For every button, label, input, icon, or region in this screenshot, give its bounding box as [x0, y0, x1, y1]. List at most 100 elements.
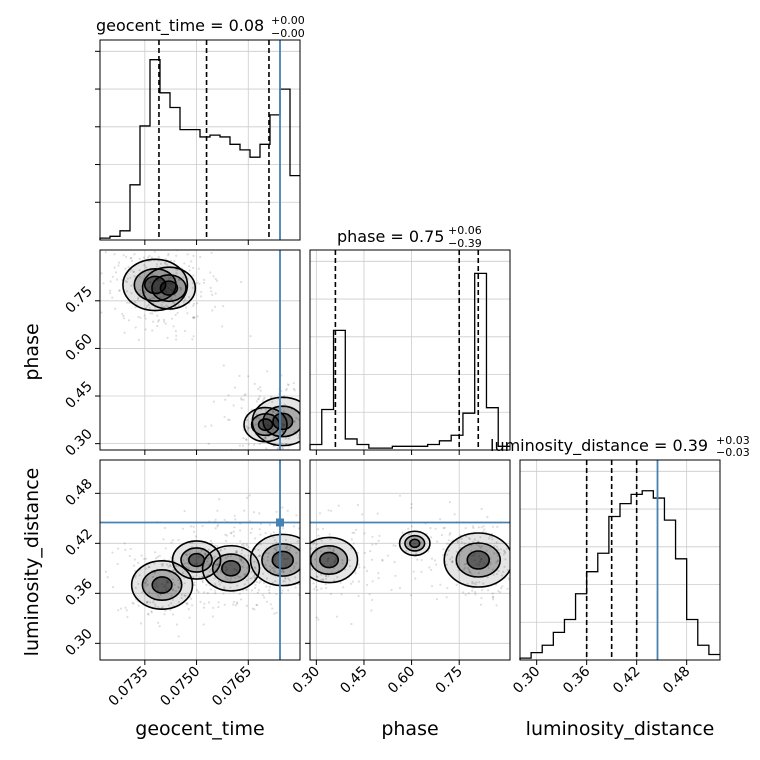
scatter-geocent-time-vs-luminosity-distance-sample-point: [199, 600, 202, 604]
scatter-phase-vs-luminosity-distance-sample-point: [324, 574, 328, 577]
scatter-geocent-time-vs-phase-sample-point: [301, 420, 303, 422]
scatter-phase-vs-luminosity-distance-sample-point: [456, 539, 459, 542]
scatter-phase-vs-luminosity-distance-sample-point: [480, 557, 483, 561]
scatter-geocent-time-vs-phase-sample-point: [266, 424, 270, 427]
scatter-geocent-time-vs-luminosity-distance-sample-point: [184, 594, 187, 597]
scatter-geocent-time-vs-luminosity-distance-sample-point: [301, 542, 303, 544]
scatter-geocent-time-vs-luminosity-distance-sample-point: [240, 598, 243, 601]
scatter-geocent-time-vs-luminosity-distance-sample-point: [187, 608, 190, 611]
scatter-phase-vs-luminosity-distance-sample-point: [483, 562, 486, 565]
scatter-geocent-time-vs-phase-sample-point: [117, 264, 120, 267]
scatter-phase-vs-luminosity-distance-sample-point: [506, 568, 509, 572]
scatter-geocent-time-vs-luminosity-distance-sample-point: [261, 594, 265, 597]
scatter-phase-vs-luminosity-distance-sample-point: [313, 558, 317, 561]
scatter-geocent-time-vs-luminosity-distance-sample-point: [245, 543, 248, 546]
scatter-geocent-time-vs-phase-sample-point: [186, 312, 189, 315]
scatter-geocent-time-vs-phase-sample-point: [157, 255, 160, 258]
scatter-geocent-time-vs-luminosity-distance-sample-point: [222, 592, 225, 595]
x-axis-label-phase: phase: [381, 718, 438, 740]
scatter-geocent-time-vs-luminosity-distance-sample-point: [177, 600, 180, 604]
scatter-geocent-time-vs-luminosity-distance-sample-point: [213, 556, 216, 559]
scatter-geocent-time-vs-luminosity-distance-sample-point: [153, 603, 157, 606]
scatter-geocent-time-vs-phase-sample-point: [297, 418, 300, 421]
scatter-phase-vs-luminosity-distance-sample-point: [482, 582, 485, 585]
scatter-geocent-time-vs-phase-sample-point: [145, 288, 149, 292]
scatter-phase-vs-luminosity-distance-density-contour: [398, 530, 431, 557]
scatter-geocent-time-vs-phase-sample-point: [323, 455, 325, 457]
scatter-phase-vs-luminosity-distance-sample-point: [458, 537, 462, 540]
scatter-geocent-time-vs-phase-sample-point: [188, 269, 191, 272]
scatter-phase-vs-luminosity-distance-sample-point: [302, 556, 304, 558]
scatter-phase-vs-luminosity-distance-sample-point: [532, 585, 534, 587]
scatter-phase-vs-luminosity-distance-sample-point: [351, 580, 354, 583]
scatter-geocent-time-vs-phase-sample-point: [172, 325, 175, 328]
scatter-phase-vs-luminosity-distance-sample-point: [483, 528, 486, 531]
scatter-geocent-time-vs-luminosity-distance-sample-point: [153, 571, 156, 575]
scatter-phase-vs-luminosity-distance-sample-point: [371, 558, 374, 561]
scatter-phase-vs-luminosity-distance-sample-point: [440, 533, 443, 537]
scatter-geocent-time-vs-luminosity-distance-sample-point: [219, 571, 223, 574]
scatter-geocent-time-vs-phase-sample-point: [292, 382, 295, 385]
scatter-geocent-time-vs-phase-sample-point: [127, 265, 130, 268]
scatter-phase-vs-luminosity-distance-sample-point: [470, 572, 473, 575]
scatter-geocent-time-vs-phase-sample-point: [113, 253, 116, 256]
scatter-geocent-time-vs-luminosity-distance-sample-point: [236, 569, 239, 572]
scatter-geocent-time-vs-luminosity-distance-sample-point: [210, 542, 213, 545]
scatter-phase-vs-luminosity-distance-sample-point: [353, 531, 356, 534]
scatter-geocent-time-vs-phase-sample-point: [272, 428, 275, 431]
scatter-geocent-time-vs-luminosity-distance-sample-point: [203, 602, 206, 605]
scatter-geocent-time-vs-luminosity-distance-sample-point: [284, 538, 287, 542]
scatter-phase-vs-luminosity-distance-sample-point: [512, 587, 514, 589]
scatter-geocent-time-vs-luminosity-distance-sample-point: [229, 532, 232, 535]
scatter-geocent-time-vs-luminosity-distance-sample-point: [188, 552, 192, 555]
scatter-geocent-time-vs-luminosity-distance-sample-point: [185, 602, 188, 605]
scatter-geocent-time-vs-phase-sample-point: [268, 425, 271, 428]
scatter-geocent-time-vs-luminosity-distance-sample-point: [268, 569, 272, 572]
scatter-phase-vs-luminosity-distance-sample-point: [474, 591, 477, 594]
scatter-geocent-time-vs-luminosity-distance-sample-point: [302, 551, 304, 553]
scatter-geocent-time-vs-phase-sample-point: [212, 275, 215, 278]
scatter-geocent-time-vs-phase-sample-point: [146, 304, 149, 308]
scatter-geocent-time-vs-luminosity-distance-sample-point: [272, 531, 275, 534]
scatter-phase-vs-luminosity-distance-sample-point: [510, 554, 512, 556]
scatter-phase-vs-luminosity-distance-sample-point: [377, 539, 380, 543]
scatter-phase-vs-luminosity-distance-sample-point: [332, 549, 335, 552]
scatter-phase-vs-luminosity-distance-sample-point: [320, 539, 323, 542]
scatter-geocent-time-vs-luminosity-distance-sample-point: [175, 623, 178, 626]
scatter-geocent-time-vs-luminosity-distance-sample-point: [214, 544, 217, 547]
scatter-geocent-time-vs-luminosity-distance-sample-point: [253, 537, 257, 540]
scatter-phase-vs-luminosity-distance-sample-point: [529, 603, 531, 605]
scatter-geocent-time-vs-phase-sample-point: [171, 301, 175, 304]
scatter-geocent-time-vs-phase-sample-point: [264, 454, 266, 456]
scatter-geocent-time-vs-luminosity-distance-sample-point: [281, 554, 284, 557]
scatter-phase-vs-luminosity-distance-sample-point: [451, 556, 454, 559]
scatter-geocent-time-vs-phase-sample-point: [242, 437, 245, 440]
scatter-geocent-time-vs-luminosity-distance-sample-point: [268, 585, 271, 589]
scatter-geocent-time-vs-luminosity-distance-sample-point: [282, 571, 285, 574]
scatter-geocent-time-vs-luminosity-distance-sample-point: [171, 581, 175, 584]
scatter-geocent-time-vs-phase-sample-point: [283, 423, 286, 427]
scatter-geocent-time-vs-luminosity-distance-sample-point: [165, 563, 169, 566]
scatter-geocent-time-vs-phase-sample-point: [281, 430, 284, 433]
scatter-geocent-time-vs-luminosity-distance-sample-point: [156, 555, 160, 558]
scatter-geocent-time-vs-phase-sample-point: [145, 266, 148, 269]
scatter-geocent-time-vs-phase-sample-point: [272, 410, 275, 413]
scatter-phase-vs-luminosity-distance-density-contour: [455, 542, 502, 578]
scatter-geocent-time-vs-phase-sample-point: [156, 247, 158, 249]
scatter-geocent-time-vs-luminosity-distance-sample-point: [232, 534, 236, 538]
scatter-geocent-time-vs-phase-sample-point: [164, 257, 168, 261]
scatter-geocent-time-vs-phase-sample-point: [137, 338, 140, 341]
scatter-geocent-time-vs-phase-sample-point: [151, 312, 154, 315]
scatter-phase-vs-luminosity-distance-sample-point: [413, 542, 416, 545]
scatter-phase-vs-luminosity-distance-sample-point: [479, 536, 482, 539]
scatter-geocent-time-vs-luminosity-distance-sample-point: [184, 553, 187, 556]
scatter-geocent-time-vs-luminosity-distance-sample-point: [285, 557, 288, 561]
scatter-geocent-time-vs-luminosity-distance-sample-point: [266, 555, 269, 559]
scatter-phase-vs-luminosity-distance-sample-point: [463, 563, 466, 566]
scatter-phase-vs-luminosity-distance-sample-point: [328, 547, 332, 550]
scatter-geocent-time-vs-luminosity-distance-sample-point: [253, 608, 256, 611]
scatter-geocent-time-vs-phase-sample-point: [146, 226, 148, 228]
scatter-phase-vs-luminosity-distance-sample-point: [339, 581, 342, 584]
scatter-geocent-time-vs-luminosity-distance-sample-point: [292, 567, 296, 570]
scatter-geocent-time-vs-phase-sample-point: [174, 305, 177, 308]
